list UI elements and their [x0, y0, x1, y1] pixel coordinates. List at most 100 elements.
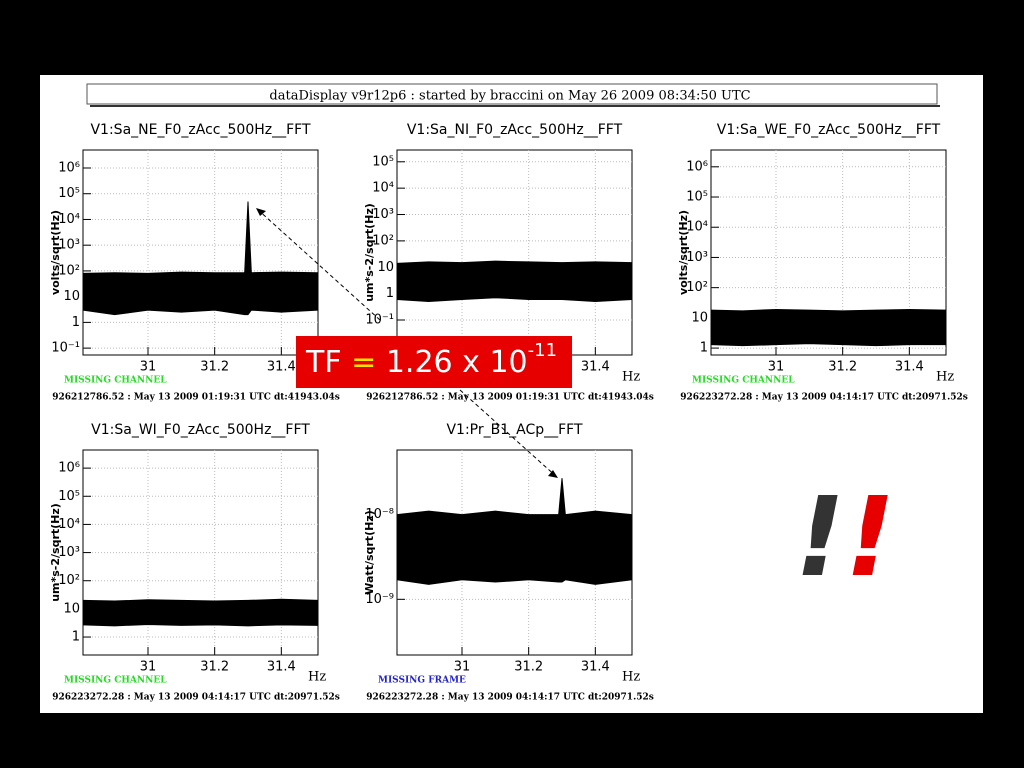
upper-envelope [396, 260, 633, 264]
x-axis-label: Hz [622, 370, 640, 385]
status: MISSING CHANNEL [692, 376, 795, 386]
x-tick-label: 31.2 [200, 360, 229, 375]
x-tick-label: 31.4 [581, 660, 610, 675]
y-tick-label: 10⁻⁸ [365, 507, 394, 522]
noise-band [397, 261, 632, 302]
y-axis-label: um*s-2/sqrt(Hz) [49, 503, 62, 602]
lower-envelope [710, 343, 946, 347]
y-tick-label: 10⁴ [372, 181, 394, 196]
y-tick-label: 10³ [58, 545, 80, 560]
footer: 926212786.52 : May 13 2009 01:19:31 UTC … [52, 393, 340, 403]
y-tick-label: 10² [372, 233, 394, 248]
footer: 926212786.52 : May 13 2009 01:19:31 UTC … [366, 393, 654, 403]
status: MISSING CHANNEL [64, 376, 167, 386]
chart-title: V1:Sa_WI_F0_zAcc_500Hz__FFT [91, 422, 310, 438]
y-tick-label: 10⁵ [372, 154, 394, 169]
x-tick-label: 31 [454, 660, 471, 675]
x-tick-label: 31.2 [200, 660, 229, 675]
lower-envelope [396, 579, 633, 585]
annotation-box [296, 336, 572, 388]
status: MISSING FRAME [378, 676, 466, 686]
x-axis-label: Hz [936, 370, 954, 385]
noise-band [397, 478, 632, 585]
header-box [86, 83, 938, 105]
y-tick-label: 10² [58, 573, 80, 588]
plot-area [82, 149, 319, 356]
upper-envelope [82, 201, 319, 274]
noise-band [83, 599, 318, 626]
x-tick-label: 31 [140, 660, 157, 675]
chart-title: V1:Sa_NI_F0_zAcc_500Hz__FFT [407, 122, 623, 138]
y-axis-label: volts/sqrt(Hz) [677, 210, 690, 295]
y-tick-label: 10⁵ [686, 190, 708, 205]
footer: 926223272.28 : May 13 2009 04:14:17 UTC … [366, 693, 654, 703]
annotation-mantissa: 1.26 x 10 [386, 345, 528, 380]
chart-panel: V1:Pr_B1_ACp__FFT Watt/sqrt(Hz)10⁻⁹ 10⁻⁸ 31… [358, 415, 662, 708]
annotation-prefix: TF [305, 345, 342, 380]
x-tick-label: 31 [768, 360, 785, 375]
y-axis-label: um*s-2/sqrt(Hz) [363, 203, 376, 302]
chart-title: V1:Sa_NE_F0_zAcc_500Hz__FFT [90, 122, 310, 138]
y-tick-label: 1 [72, 630, 80, 645]
footer: 926223272.28 : May 13 2009 04:14:17 UTC … [680, 393, 968, 403]
lower-envelope [396, 297, 633, 303]
y-axis-label: volts/sqrt(Hz) [49, 210, 62, 295]
charts: V1:Sa_NE_F0_zAcc_500Hz__FFT volts/sqrt(Hz… [44, 115, 976, 708]
y-tick-label: 10⁻⁹ [365, 592, 394, 607]
x-tick-label: 31.4 [267, 660, 296, 675]
footer: 926223272.28 : May 13 2009 04:14:17 UTC … [52, 693, 340, 703]
arrow [459, 389, 559, 479]
arrow-head [256, 208, 266, 216]
chart-title: V1:Pr_B1_ACp__FFT [446, 422, 583, 438]
upper-envelope [82, 598, 319, 602]
lower-envelope [82, 623, 319, 627]
exclamation: !! [795, 473, 895, 601]
chart-panel: V1:Sa_WI_F0_zAcc_500Hz__FFT um*s-2/sqrt(H… [44, 415, 348, 708]
y-tick-label: 10⁴ [686, 220, 708, 235]
header: dataDisplay v9r12p6 : started by braccin… [269, 89, 750, 104]
y-tick-label: 1 [386, 286, 394, 301]
y-axis-label: Watt/sqrt(Hz) [363, 510, 376, 594]
x-tick-label: 31.4 [267, 360, 296, 375]
upper-envelope [396, 478, 633, 516]
y-tick-label: 10² [58, 263, 80, 278]
x-tick-label: 31.4 [895, 360, 924, 375]
x-tick-label: 31.2 [828, 360, 857, 375]
arrow-head [548, 470, 558, 478]
chart-panel: V1:Sa_WE_F0_zAcc_500Hz__FFT volts/sqrt(Hz… [672, 115, 976, 408]
annotation: TF = 1.26 x 10-11 [305, 340, 557, 380]
y-tick-label: 1 [72, 315, 80, 330]
x-tick-label: 31.4 [581, 360, 610, 375]
y-tick-label: 10⁴ [58, 517, 80, 532]
y-tick-label: 10 [377, 260, 394, 275]
x-axis-label: Hz [622, 670, 640, 685]
y-tick-label: 10 [691, 310, 708, 325]
y-tick-label: 1 [700, 341, 708, 356]
y-tick-label: 10³ [686, 250, 708, 265]
y-tick-label: 10⁵ [58, 186, 80, 201]
lower-envelope [82, 309, 319, 316]
y-tick-label: 10 [63, 289, 80, 304]
y-tick-label: 10³ [372, 207, 394, 222]
x-axis-label: Hz [308, 670, 326, 685]
annotation-equals: = [351, 345, 376, 380]
y-tick-label: 10³ [58, 238, 80, 253]
annotation-exponent: -11 [528, 340, 557, 361]
x-tick-label: 31 [140, 360, 157, 375]
plot-area [396, 149, 633, 356]
y-tick-label: 10⁻¹ [51, 341, 80, 356]
y-tick-label: 10 [63, 601, 80, 616]
x-tick-label: 31.2 [514, 660, 543, 675]
upper-envelope [710, 308, 947, 312]
noise-band [83, 201, 318, 315]
y-tick-label: 10⁴ [58, 212, 80, 227]
y-tick-label: 10⁶ [686, 159, 708, 174]
status: MISSING CHANNEL [64, 676, 167, 686]
y-tick-label: 10⁶ [58, 160, 80, 175]
y-tick-label: 10⁵ [58, 489, 80, 504]
y-tick-label: 10² [686, 280, 708, 295]
y-tick-label: 10⁶ [58, 461, 80, 476]
noise-band [711, 309, 946, 346]
